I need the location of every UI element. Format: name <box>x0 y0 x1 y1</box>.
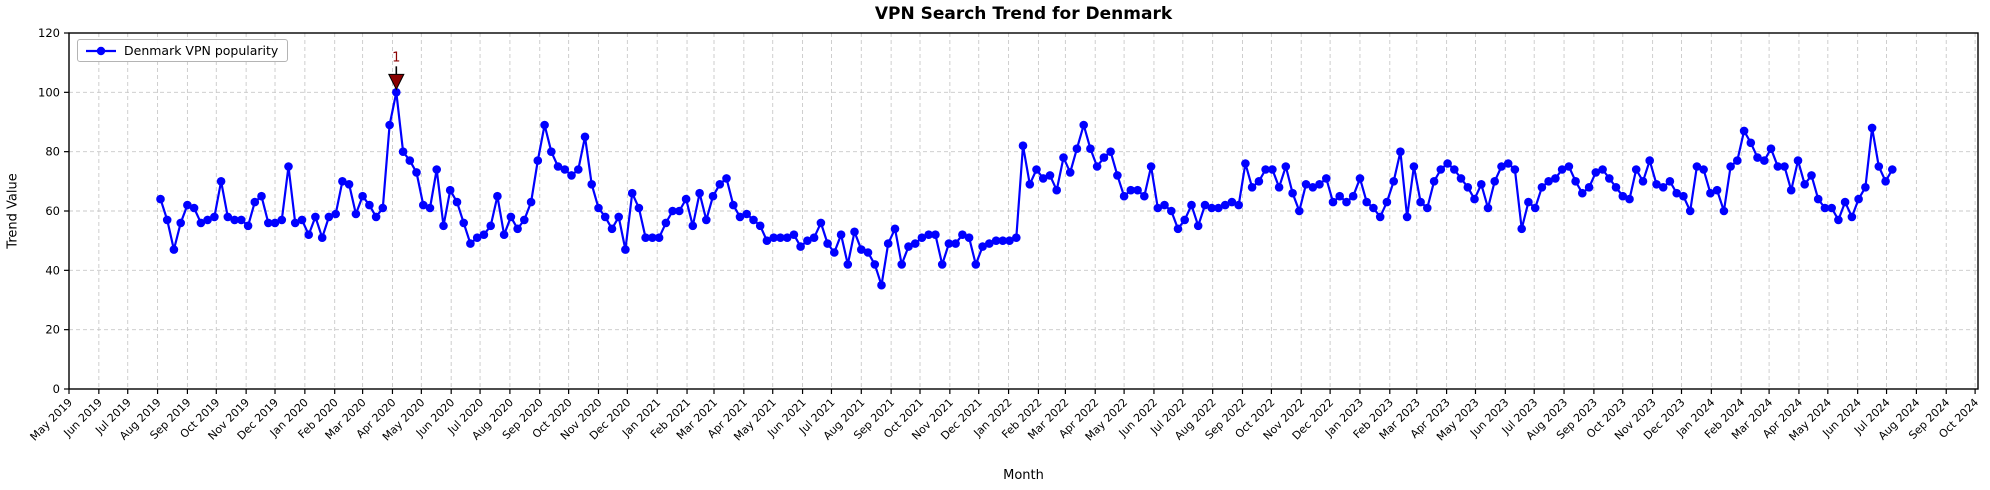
y-tick-label: 80 <box>45 145 60 159</box>
x-axis-title: Month <box>1003 468 1044 483</box>
series-line <box>159 91 1894 287</box>
y-tick-label: 120 <box>38 26 60 40</box>
y-axis: 0 20 40 60 80 100 120 <box>38 26 69 396</box>
data-points <box>156 88 1897 290</box>
legend: Denmark VPN popularity <box>77 39 289 62</box>
legend-label: Denmark VPN popularity <box>124 43 279 58</box>
annotation-peak: 1 <box>388 50 405 91</box>
y-tick-label: 40 <box>45 263 60 277</box>
legend-line-marker-icon <box>86 46 116 55</box>
y-tick-label: 0 <box>53 382 60 396</box>
y-tick-label: 60 <box>45 204 60 218</box>
y-tick-label: 100 <box>38 85 60 99</box>
chart-title: VPN Search Trend for Denmark <box>874 4 1173 24</box>
annotation-text: 1 <box>392 50 400 65</box>
y-axis-title: Trend Value <box>5 173 21 249</box>
y-tick-label: 20 <box>45 323 60 337</box>
annotation-arrow-head <box>388 73 405 91</box>
